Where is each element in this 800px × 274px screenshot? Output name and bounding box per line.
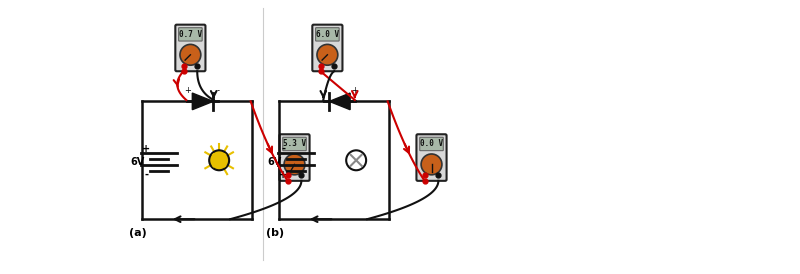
- FancyBboxPatch shape: [316, 28, 339, 41]
- FancyBboxPatch shape: [279, 134, 310, 181]
- FancyBboxPatch shape: [178, 28, 202, 41]
- Circle shape: [346, 150, 366, 170]
- Text: -: -: [145, 170, 149, 180]
- Polygon shape: [330, 93, 350, 110]
- Text: -: -: [282, 144, 286, 153]
- Circle shape: [317, 44, 338, 65]
- Text: 5.3 V: 5.3 V: [283, 139, 306, 149]
- Text: +: +: [184, 87, 191, 95]
- Text: -: -: [323, 87, 326, 95]
- Text: (b): (b): [266, 228, 284, 238]
- FancyBboxPatch shape: [417, 134, 446, 181]
- Circle shape: [180, 44, 201, 65]
- Circle shape: [209, 150, 229, 170]
- Circle shape: [284, 154, 305, 175]
- Text: +: +: [279, 170, 288, 180]
- FancyBboxPatch shape: [175, 25, 206, 71]
- Text: -: -: [216, 87, 219, 95]
- FancyBboxPatch shape: [282, 137, 306, 151]
- Text: 6V: 6V: [130, 157, 145, 167]
- FancyBboxPatch shape: [420, 137, 443, 151]
- Text: (a): (a): [129, 228, 146, 238]
- Text: +: +: [142, 144, 150, 153]
- Text: 6.0 V: 6.0 V: [316, 30, 339, 39]
- Circle shape: [421, 154, 442, 175]
- Text: 0.0 V: 0.0 V: [420, 139, 443, 149]
- FancyBboxPatch shape: [312, 25, 342, 71]
- Text: +: +: [351, 87, 358, 95]
- Polygon shape: [192, 93, 213, 110]
- Text: 6V: 6V: [267, 157, 282, 167]
- Text: 0.7 V: 0.7 V: [179, 30, 202, 39]
